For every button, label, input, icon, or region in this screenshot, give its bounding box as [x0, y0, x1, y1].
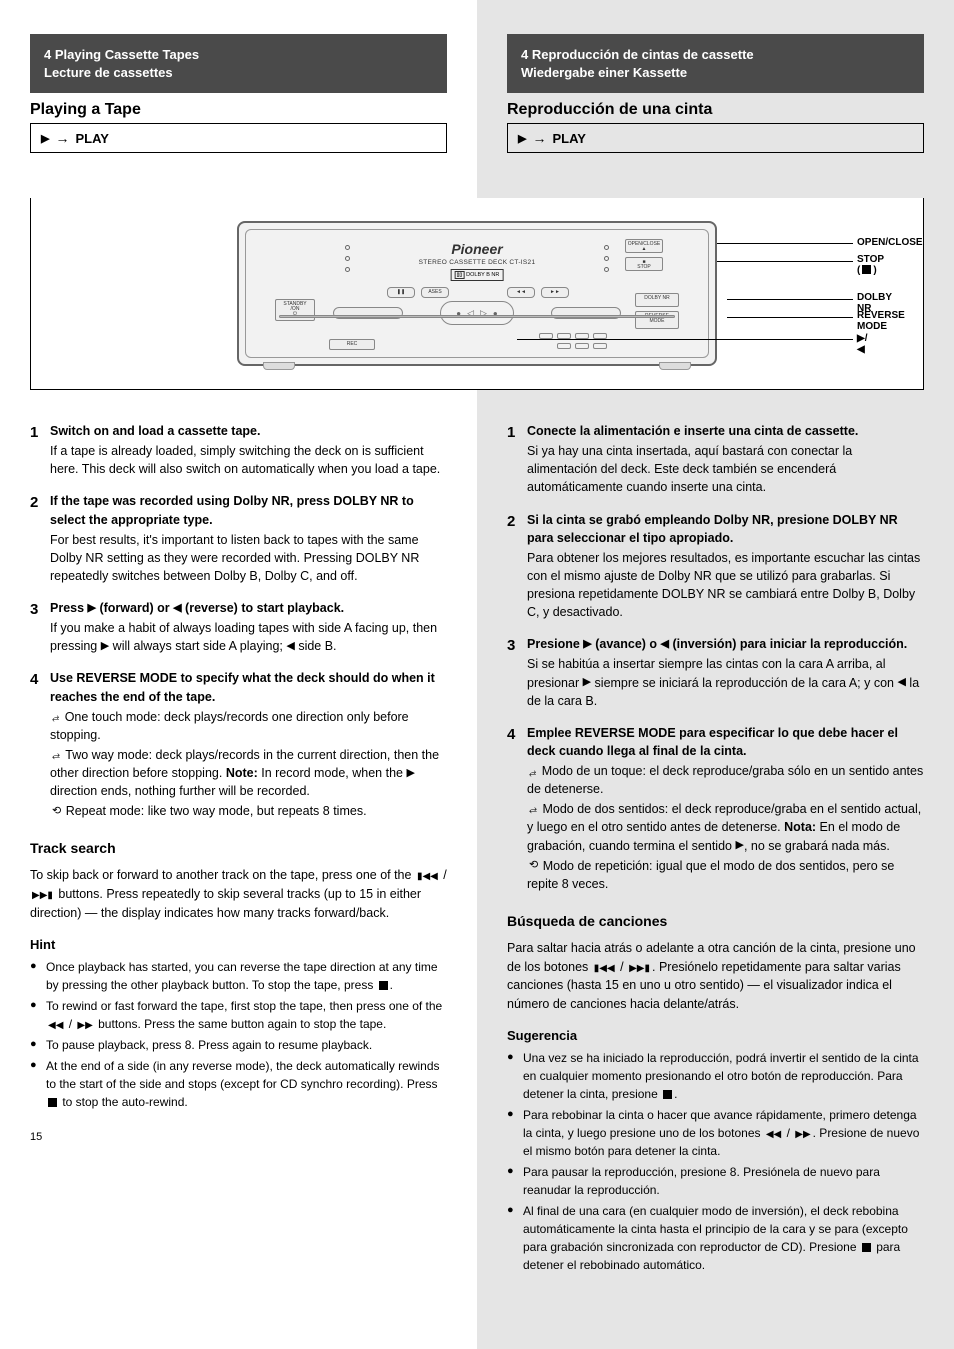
- hint-head-en: Hint: [30, 937, 447, 952]
- open-close-button: OPEN/CLOSE▲: [625, 239, 663, 253]
- rewind-button: ◄◄: [507, 287, 535, 298]
- title-en: Playing a Tape: [30, 101, 447, 119]
- callout-reversemode: REVERSE MODE: [857, 310, 905, 332]
- pause-button: ❚❚: [387, 287, 415, 298]
- step-en-3: 3 Press ▶ (forward) or ◀ (reverse) to st…: [30, 599, 447, 655]
- step-en-4: 4 Use REVERSE MODE to specify what the d…: [30, 669, 447, 820]
- playbox-es: ▶ → PLAY: [507, 123, 924, 153]
- playbox-en: ▶ → PLAY: [30, 123, 447, 153]
- step-en-1: 1 Switch on and load a cassette tape. If…: [30, 422, 447, 478]
- model-text: STEREO CASSETTE DECK CT-IS21: [419, 259, 536, 266]
- play-control: ●◁▷●: [440, 301, 514, 325]
- search-head-en: Track search: [30, 840, 447, 856]
- hints-es: ●Una vez se ha iniciado la reproducción,…: [507, 1049, 924, 1274]
- section-header-left: 4 Playing Cassette Tapes Lecture de cass…: [30, 34, 447, 93]
- deck-diagram: Pioneer STEREO CASSETTE DECK CT-IS21 ▯▯D…: [30, 198, 924, 390]
- ff-button: ►►: [541, 287, 569, 298]
- col-left-body: 1 Switch on and load a cassette tape. If…: [0, 398, 477, 1297]
- reverse-mode-button: REVERSEMODE: [635, 311, 679, 329]
- col-right-body: 1 Conecte la alimentación e inserte una …: [477, 398, 954, 1297]
- page-number-left: 15: [30, 1131, 447, 1143]
- step-es-2: 2 Si la cinta se grabó empleando Dolby N…: [507, 511, 924, 622]
- hint-head-es: Sugerencia: [507, 1028, 924, 1043]
- play-label: PLAY: [75, 131, 108, 146]
- step-es-3: 3 Presione ▶ (avance) o ◀ (inversión) pa…: [507, 635, 924, 710]
- step-es-1: 1 Conecte la alimentación e inserte una …: [507, 422, 924, 497]
- cassette-deck: Pioneer STEREO CASSETTE DECK CT-IS21 ▯▯D…: [237, 221, 717, 366]
- play-icon: ▶: [41, 132, 49, 145]
- callout-stop: STOP (): [857, 254, 884, 276]
- play-label: PLAY: [552, 131, 585, 146]
- step-en-2: 2 If the tape was recorded using Dolby N…: [30, 492, 447, 585]
- dolby-badge: ▯▯DOLBY B NR: [451, 269, 504, 281]
- step-es-4: 4 Emplee REVERSE MODE para especificar l…: [507, 724, 924, 893]
- callout-play: ▶/◀: [857, 333, 867, 355]
- rec-button: REC: [329, 339, 375, 350]
- brand-logo: Pioneer: [451, 241, 502, 257]
- callout-openclose: OPEN/CLOSE: [857, 237, 923, 248]
- ases-button: ASES: [421, 287, 449, 298]
- search-head-es: Búsqueda de canciones: [507, 913, 924, 929]
- play-icon: ▶: [518, 132, 526, 145]
- hints-en: ●Once playback has started, you can reve…: [30, 958, 447, 1111]
- diagram-wrapper: Pioneer STEREO CASSETTE DECK CT-IS21 ▯▯D…: [30, 198, 924, 390]
- stop-button: ■STOP: [625, 257, 663, 271]
- title-es: Reproducción de una cinta: [507, 101, 924, 119]
- dolby-nr-button: DOLBY NR: [635, 293, 679, 307]
- search-body-es: Para saltar hacia atrás o adelante a otr…: [507, 939, 924, 1014]
- section-header-right: 4 Reproducción de cintas de cassette Wie…: [507, 34, 924, 93]
- arrow-icon: →: [55, 130, 69, 146]
- search-body-en: To skip back or forward to another track…: [30, 866, 447, 922]
- arrow-icon: →: [532, 130, 546, 146]
